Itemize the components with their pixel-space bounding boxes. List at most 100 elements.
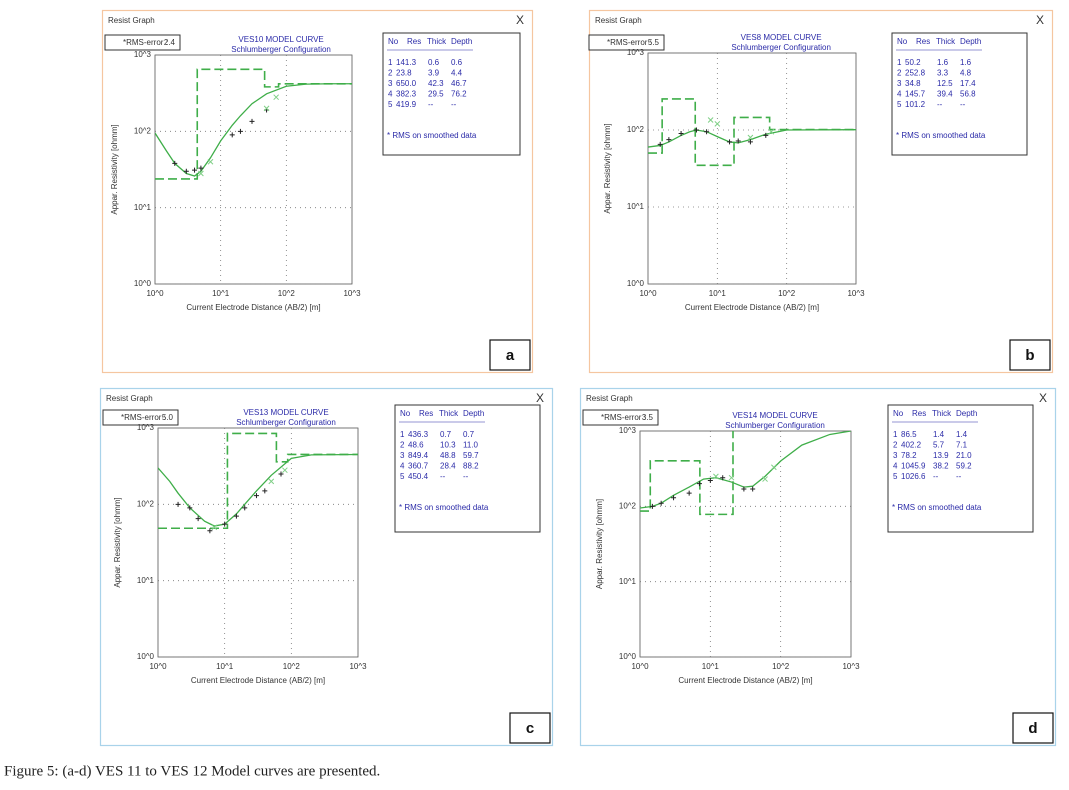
x-axis-label: Current Electrode Distance (AB/2) [m] bbox=[685, 303, 819, 312]
chart-title: VES8 MODEL CURVE bbox=[741, 33, 822, 42]
rms-value: 5.5 bbox=[648, 38, 660, 47]
table-cell: 1.4 bbox=[933, 430, 945, 439]
smoothed-data-point bbox=[762, 476, 768, 482]
smoothed-data-point bbox=[198, 170, 204, 177]
x-tick-label: 10^1 bbox=[709, 289, 727, 298]
close-button[interactable]: X bbox=[1036, 13, 1044, 27]
rms-box bbox=[582, 409, 659, 426]
table-header: Res bbox=[916, 37, 930, 46]
table-cell: 1 bbox=[400, 430, 405, 439]
table-header: Depth bbox=[956, 409, 977, 418]
table-cell: 4 bbox=[897, 90, 902, 99]
table-cell: 3 bbox=[897, 79, 902, 88]
table-cell: 2 bbox=[897, 69, 902, 78]
panel-label-box bbox=[489, 339, 531, 371]
table-cell: 5 bbox=[400, 472, 405, 481]
field-data-point bbox=[253, 493, 259, 499]
table-box bbox=[887, 404, 1034, 533]
panel-label: a bbox=[506, 347, 515, 364]
series-group bbox=[640, 431, 851, 516]
rms-box bbox=[102, 409, 179, 426]
chart-title: VES10 MODEL CURVE bbox=[238, 35, 323, 44]
field-data-point bbox=[229, 132, 235, 138]
panel: Resist Graph X *RMS-error :5.5 VES8 MODEL C… bbox=[588, 9, 1054, 374]
table-header: Depth bbox=[463, 409, 484, 418]
panel: Resist Graph X *RMS-error :3.5 VES14 MODEL … bbox=[579, 387, 1057, 747]
y-tick-label: 10^0 bbox=[619, 652, 637, 661]
table-cell: 450.4 bbox=[408, 472, 429, 481]
table-cell: 650.0 bbox=[396, 79, 417, 88]
table-cell: 1 bbox=[388, 58, 393, 67]
table-cell: 23.8 bbox=[396, 69, 412, 78]
smoothed-data-point bbox=[747, 134, 754, 141]
table-cell: 402.2 bbox=[901, 441, 922, 450]
table-note: * RMS on smoothed data bbox=[399, 503, 489, 512]
table-cell: 0.6 bbox=[428, 58, 440, 67]
x-tick-label: 10^0 bbox=[149, 662, 167, 671]
close-button[interactable]: X bbox=[536, 391, 544, 405]
table-cell: 5 bbox=[893, 472, 898, 481]
rms-value: 2.4 bbox=[164, 38, 176, 47]
table-cell: -- bbox=[960, 100, 966, 109]
rms-label: *RMS-error : bbox=[607, 38, 652, 47]
x-tick-label: 10^1 bbox=[216, 662, 234, 671]
y-axis-label: Appar. Resistivity [ohmm] bbox=[595, 499, 604, 589]
rms-label: *RMS-error : bbox=[121, 413, 166, 422]
table-cell: 360.7 bbox=[408, 462, 429, 471]
table-cell: 3 bbox=[388, 79, 393, 88]
table-cell: 59.7 bbox=[463, 451, 479, 460]
table-cell: 1045.9 bbox=[901, 462, 926, 471]
rms-box bbox=[104, 34, 181, 51]
table-header: Res bbox=[407, 37, 421, 46]
smoothed-data-point bbox=[713, 473, 719, 480]
panel-label-box bbox=[1009, 339, 1051, 371]
panel-label: b bbox=[1025, 347, 1034, 364]
table-cell: 2 bbox=[893, 441, 898, 450]
table-cell: 10.3 bbox=[440, 441, 456, 450]
table-header: Thick bbox=[439, 409, 459, 418]
rms-box bbox=[588, 34, 665, 51]
table-cell: -- bbox=[933, 472, 939, 481]
y-tick-label: 10^1 bbox=[134, 203, 152, 212]
table-cell: 4 bbox=[893, 462, 898, 471]
table-cell: 42.3 bbox=[428, 79, 444, 88]
table-cell: 436.3 bbox=[408, 430, 429, 439]
model-layers bbox=[155, 68, 352, 180]
field-data-point bbox=[262, 488, 268, 494]
smoothed-data-point bbox=[273, 94, 280, 101]
x-axis-label: Current Electrode Distance (AB/2) [m] bbox=[678, 676, 812, 685]
field-data-point bbox=[207, 528, 213, 534]
table-cell: 21.0 bbox=[956, 451, 972, 460]
x-tick-label: 10^0 bbox=[146, 289, 164, 298]
rms-value: 5.0 bbox=[162, 413, 174, 422]
y-tick-label: 10^2 bbox=[619, 501, 637, 510]
window-title: Resist Graph bbox=[595, 16, 642, 25]
x-tick-label: 10^3 bbox=[343, 289, 361, 298]
close-button[interactable]: X bbox=[1039, 391, 1047, 405]
smoothed-data-point bbox=[770, 464, 777, 471]
x-tick-label: 10^2 bbox=[283, 662, 301, 671]
table-cell: 76.2 bbox=[451, 90, 467, 99]
close-button[interactable]: X bbox=[516, 13, 524, 27]
panel-label: c bbox=[526, 720, 534, 737]
field-data-point bbox=[249, 118, 255, 124]
x-tick-label: 10^2 bbox=[772, 662, 790, 671]
table-cell: 1.4 bbox=[956, 430, 968, 439]
table-cell: 1026.6 bbox=[901, 472, 926, 481]
series-group bbox=[648, 98, 856, 167]
window-title: Resist Graph bbox=[106, 394, 153, 403]
window-title: Resist Graph bbox=[108, 16, 155, 25]
table-cell: 141.3 bbox=[396, 58, 417, 67]
smoothed-data-point bbox=[714, 121, 721, 127]
caption: Figure 5: (a-d) VES 11 to VES 12 Model c… bbox=[4, 763, 380, 779]
field-data-point bbox=[172, 160, 178, 166]
table-cell: 4.4 bbox=[451, 69, 463, 78]
series-group bbox=[155, 68, 352, 180]
model-curve bbox=[640, 431, 851, 509]
table-box bbox=[382, 32, 521, 156]
y-axis-label: Appar. Resistivity [ohmm] bbox=[113, 497, 122, 587]
table-cell: 2 bbox=[400, 441, 405, 450]
table-cell: 28.4 bbox=[440, 462, 456, 471]
y-tick-label: 10^1 bbox=[137, 576, 155, 585]
table-cell: 11.0 bbox=[463, 441, 479, 450]
